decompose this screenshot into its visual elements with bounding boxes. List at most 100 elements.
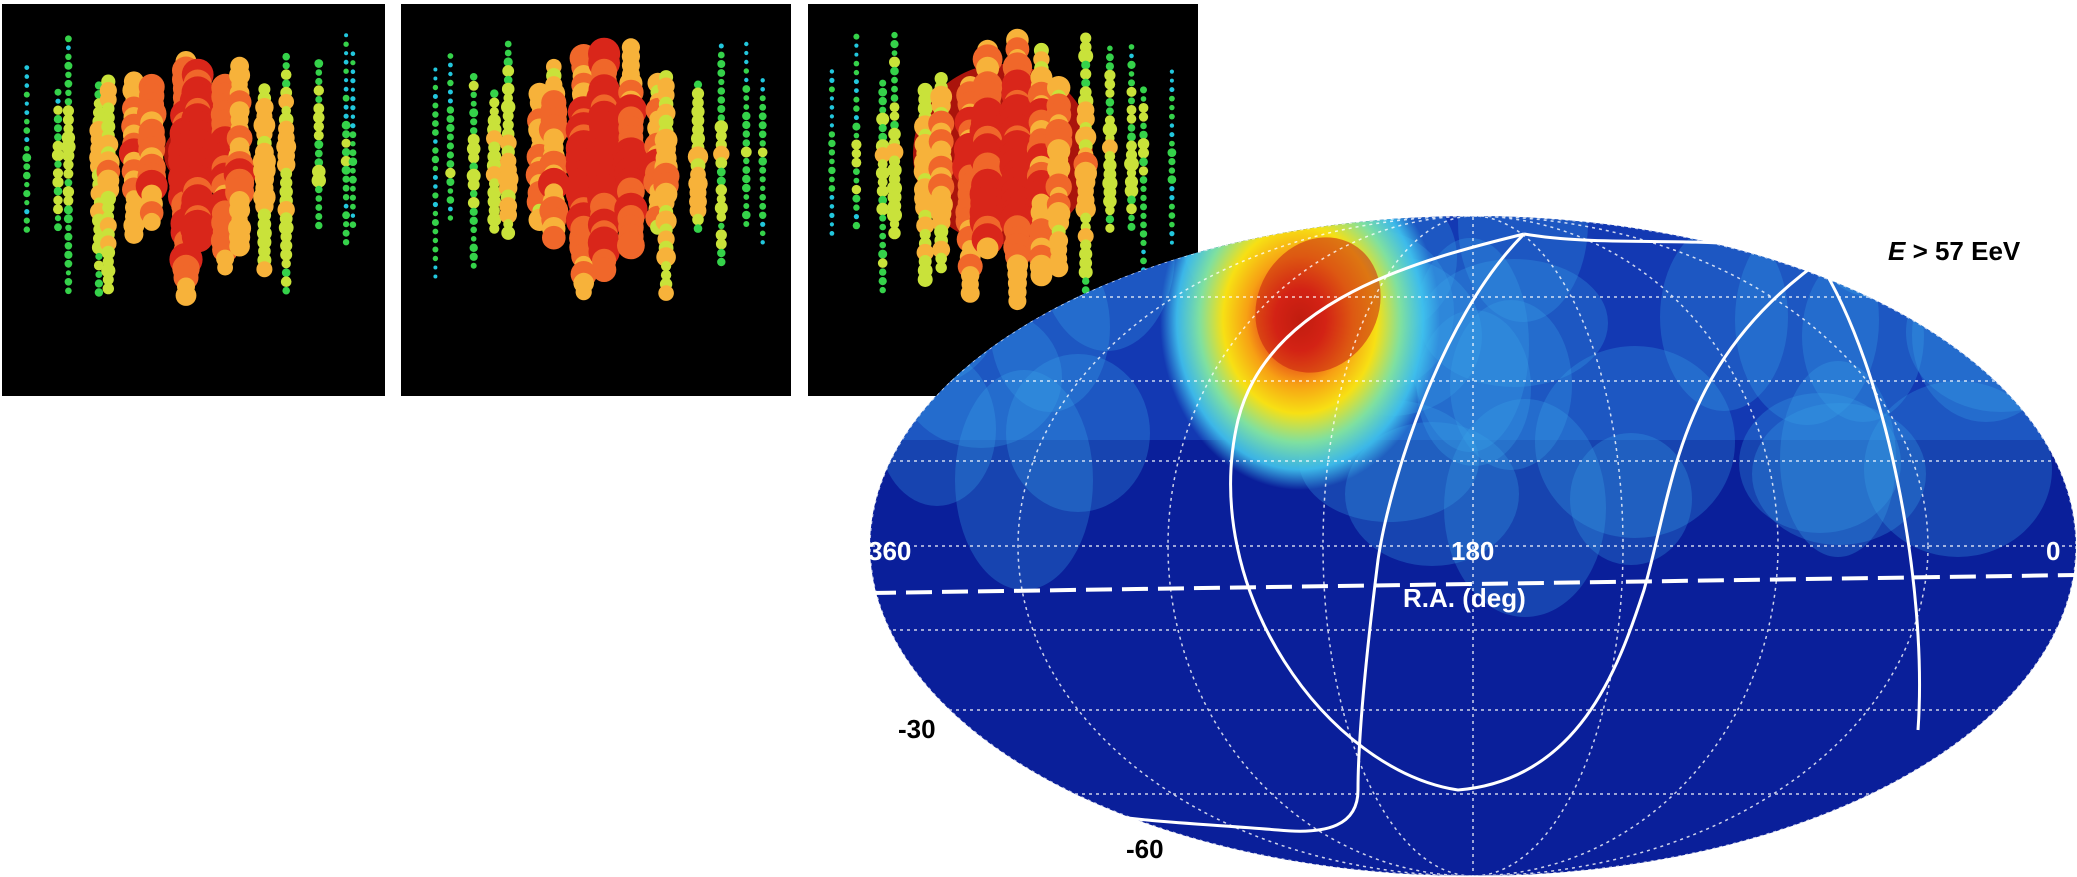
detector-hit [501, 82, 515, 96]
detector-hit [1168, 212, 1176, 219]
detector-hit [760, 221, 766, 227]
detector-hit [1107, 45, 1113, 52]
detector-hit [501, 99, 516, 115]
event-circle [891, 216, 1063, 331]
detector-hit [759, 103, 767, 111]
detector-hit [469, 207, 478, 216]
detector-hit [349, 221, 357, 228]
event-circle [1450, 300, 1572, 470]
detector-hit [341, 138, 351, 148]
detector-hit [489, 97, 500, 108]
detector-hit [490, 89, 499, 98]
detector-hit [744, 50, 749, 56]
detector-hit [343, 86, 349, 92]
detector-hit [282, 62, 290, 70]
detector-hit [62, 186, 75, 198]
detector-hit [1082, 277, 1090, 285]
detector-hit [713, 145, 730, 163]
detector-hit [22, 153, 32, 163]
detector-hit [54, 133, 62, 142]
detector-hit [716, 212, 727, 222]
detector-hit [280, 239, 293, 252]
detector-hit [350, 51, 356, 56]
detector-hit [715, 229, 727, 241]
detector-hit [1167, 148, 1177, 158]
detector-hit [102, 102, 115, 115]
detector-hit [350, 87, 355, 92]
detector-hit [891, 50, 898, 56]
detector-hit [889, 56, 900, 68]
detector-hit [63, 195, 74, 206]
detector-hit [341, 165, 351, 175]
detector-hit [466, 168, 481, 183]
detector-hit [1169, 78, 1174, 83]
detector-hit [313, 103, 325, 114]
detector-hit [469, 243, 478, 252]
detector-hit [446, 123, 455, 133]
detector-hit [503, 57, 513, 67]
detector-hit [99, 91, 117, 108]
detector-hit [1140, 257, 1147, 265]
detector-hit [470, 262, 477, 269]
event-display-3-image [828, 28, 1177, 311]
detector-hit [54, 215, 62, 222]
detector-hit [1169, 104, 1175, 111]
detector-hit [691, 105, 705, 119]
detector-hit [743, 95, 750, 101]
detector-hit [744, 77, 749, 83]
detector-hit [1169, 231, 1175, 237]
detector-hit [467, 178, 480, 191]
detector-hit [93, 260, 104, 271]
detector-hit [124, 224, 144, 244]
detector-hit [759, 202, 767, 210]
detector-hit [101, 119, 116, 134]
detector-hit [1140, 212, 1147, 219]
detector-hit [181, 220, 214, 253]
detector-hit [342, 229, 350, 237]
detector-hit [1079, 247, 1093, 261]
detector-hit [350, 213, 356, 218]
event-circle [1570, 433, 1692, 565]
detector-hit [829, 212, 835, 218]
detector-hit [851, 148, 862, 159]
detector-hit [501, 226, 516, 240]
detector-hit [342, 175, 350, 183]
detector-hit [315, 69, 323, 76]
detector-hit [1103, 158, 1117, 172]
detector-hit [502, 65, 515, 77]
detector-hit [1168, 158, 1176, 166]
detector-hit [52, 140, 64, 152]
detector-hit [1127, 222, 1136, 231]
detector-hit [853, 96, 860, 103]
detector-hit [1106, 53, 1114, 62]
detector-hit [446, 178, 455, 186]
detector-hit [717, 87, 726, 95]
detector-hit [829, 123, 834, 128]
detector-hit [487, 212, 502, 227]
detector-hit [63, 205, 73, 215]
detector-hit [229, 235, 250, 257]
detector-hit [890, 40, 899, 49]
detector-hit [448, 206, 453, 212]
detector-hit [575, 284, 592, 301]
detector-hit [1105, 98, 1115, 107]
detector-hit [740, 146, 752, 158]
detector-hit [889, 102, 900, 112]
detector-hit [102, 274, 114, 286]
detector-hit [469, 108, 479, 118]
detector-hit [853, 69, 860, 76]
detector-hit [313, 130, 324, 141]
energy-label: E > 57 EeV [1888, 236, 2021, 266]
detector-hit [432, 228, 439, 235]
detector-hit [315, 195, 323, 202]
detector-hit [716, 167, 726, 177]
detector-hit [759, 95, 766, 102]
detector-hit [877, 177, 888, 188]
detector-hit [887, 162, 902, 178]
detector-hit [717, 105, 726, 113]
detector-hit [829, 114, 834, 119]
detector-hit [95, 271, 103, 278]
detector-hit [433, 67, 438, 72]
detector-hit [64, 232, 73, 241]
detector-hit [1124, 184, 1139, 198]
